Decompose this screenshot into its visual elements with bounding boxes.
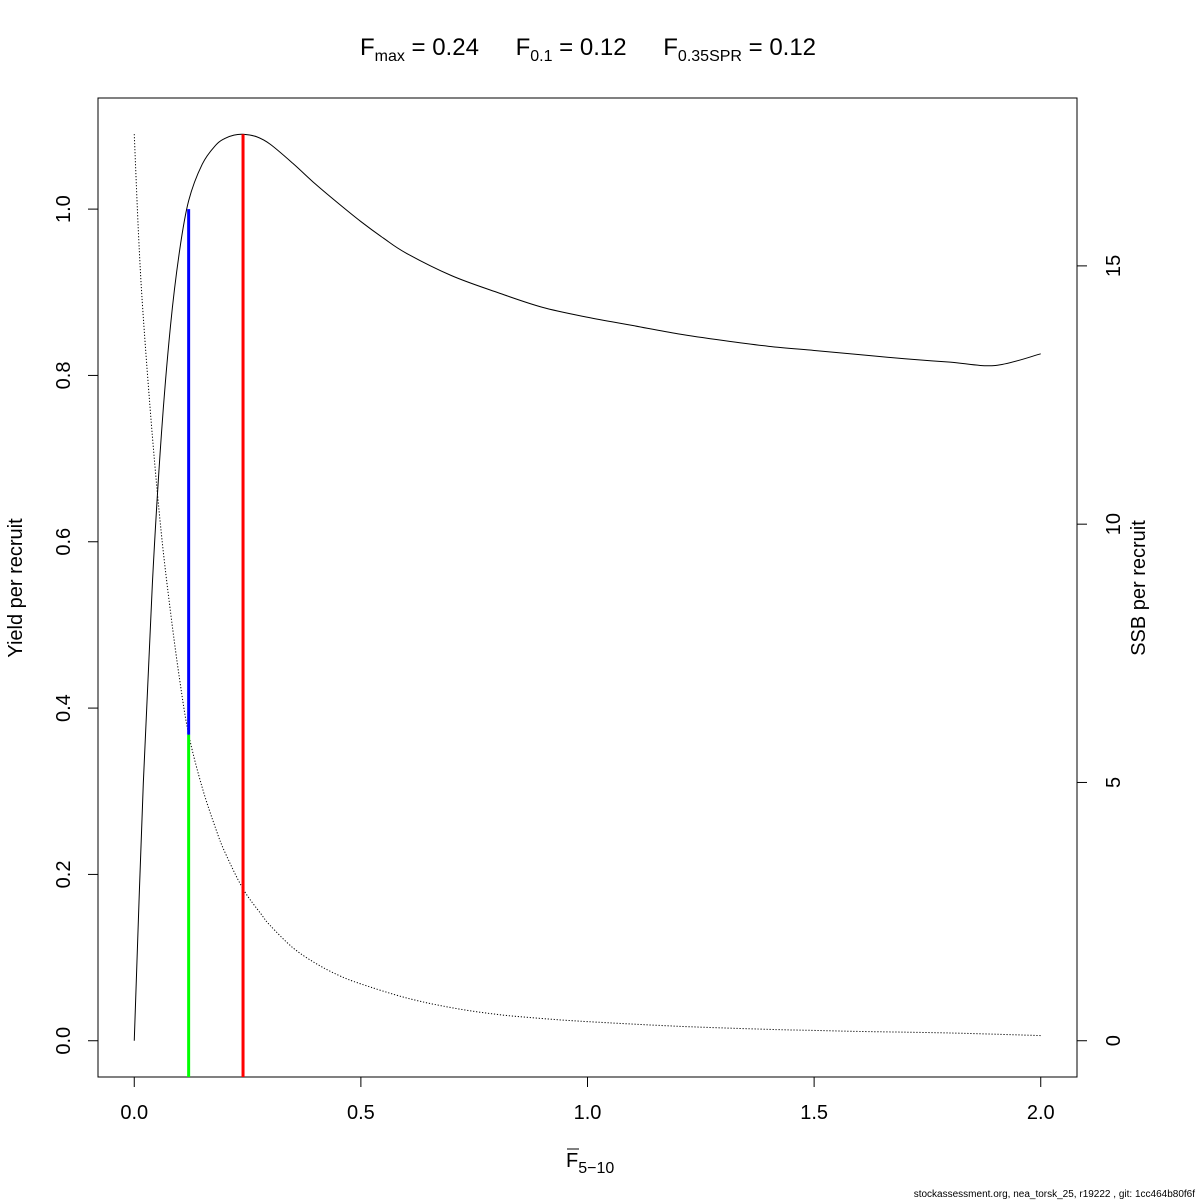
title-fmax-main: F	[360, 34, 375, 61]
x-tick-label: 2.0	[1027, 1102, 1055, 1124]
y-right-tick-label: 0	[1103, 1035, 1125, 1046]
y-right-axis: 0 5 10 15	[1076, 255, 1125, 1046]
title-fspr-value: = 0.12	[742, 34, 816, 61]
y-left-tick-label: 0.6	[53, 528, 75, 556]
chart-title: Fmax = 0.24 F0.1 = 0.12 F0.35SPR = 0.12	[360, 34, 816, 65]
x-tick-label: 0.5	[347, 1102, 375, 1124]
title-fmax-value: = 0.24	[405, 34, 479, 61]
y-right-tick-label: 10	[1103, 513, 1125, 535]
x-tick-label: 0.0	[120, 1102, 148, 1124]
x-axis: 0.0 0.5 1.0 1.5 2.0	[120, 1076, 1055, 1124]
x-tick-label: 1.0	[574, 1102, 602, 1124]
y-right-tick-label: 15	[1103, 255, 1125, 277]
ssb-per-recruit-curve	[133, 134, 1041, 1037]
title-f01-sub: 0.1	[530, 48, 552, 65]
y-left-tick-label: 0.8	[53, 362, 75, 390]
y-left-axis: 0.0 0.2 0.4 0.6 0.8 1.0	[53, 195, 99, 1055]
title-f01-main: F	[516, 34, 531, 61]
series-layer	[133, 133, 1041, 1041]
title-fmax-sub: max	[375, 48, 405, 65]
title-f01-value: = 0.12	[553, 34, 627, 61]
x-axis-label-sub: 5−10	[578, 1160, 614, 1177]
y-left-axis-label: Yield per recruit	[5, 518, 27, 658]
title-fspr-main: F	[663, 34, 678, 61]
y-left-tick-label: 0.4	[53, 694, 75, 722]
y-right-tick-label: 5	[1103, 777, 1125, 788]
x-axis-label-main: F	[566, 1150, 578, 1172]
x-axis-label: F5−10	[566, 1150, 614, 1177]
y-left-tick-label: 1.0	[53, 195, 75, 223]
y-left-tick-label: 0.2	[53, 861, 75, 889]
yield-per-recruit-curve	[133, 133, 1041, 1041]
y-right-axis-label: SSB per recruit	[1128, 520, 1150, 656]
plot-frame	[97, 97, 1078, 1078]
title-fspr-sub: 0.35SPR	[678, 48, 742, 65]
y-left-tick-label: 0.0	[53, 1027, 75, 1055]
footer-text: stockassessment.org, nea_torsk_25, r1922…	[914, 1189, 1196, 1200]
reference-lines	[187, 134, 245, 1077]
x-tick-label: 1.5	[800, 1102, 828, 1124]
